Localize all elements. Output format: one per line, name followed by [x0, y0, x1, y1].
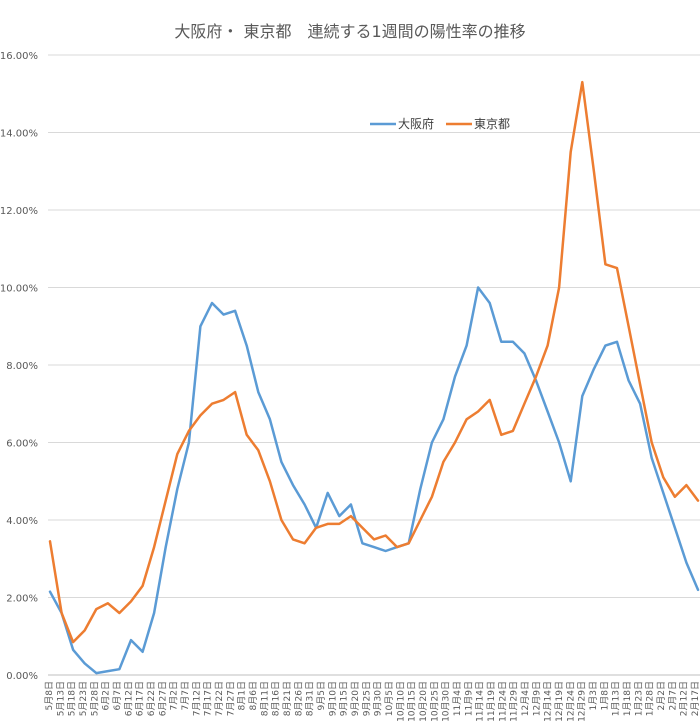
x-tick-label: 9月10日 — [327, 681, 338, 716]
x-tick-label: 5月28日 — [89, 681, 100, 716]
x-tick-label: 10月20日 — [418, 681, 429, 722]
x-tick-label: 9月20日 — [350, 681, 361, 716]
x-tick-label: 12月4日 — [520, 681, 531, 716]
x-tick-label: 5月23日 — [78, 681, 89, 716]
y-tick-label: 2.00% — [6, 594, 38, 605]
x-tick-label: 11月14日 — [475, 681, 486, 722]
x-tick-label: 8月1日 — [237, 681, 248, 710]
legend-label: 東京都 — [474, 117, 510, 131]
x-tick-label: 12月29日 — [577, 681, 588, 722]
x-tick-label: 6月27日 — [157, 681, 168, 716]
y-tick-label: 10.00% — [0, 284, 38, 295]
x-tick-label: 7月17日 — [203, 681, 214, 716]
y-tick-label: 6.00% — [6, 439, 38, 450]
y-tick-label: 0.00% — [6, 671, 38, 682]
x-tick-label: 5月13日 — [55, 681, 66, 716]
y-tick-label: 8.00% — [6, 361, 38, 372]
x-tick-label: 7月27日 — [225, 681, 236, 716]
x-tick-label: 11月29日 — [509, 681, 520, 722]
x-tick-label: 10月5日 — [384, 681, 395, 716]
x-tick-label: 10月15日 — [407, 681, 418, 722]
x-tick-label: 11月4日 — [452, 681, 463, 716]
x-tick-label: 5月8日 — [44, 681, 55, 710]
x-tick-label: 11月24日 — [497, 681, 508, 722]
series-line — [48, 80, 700, 644]
x-tick-label: 6月7日 — [112, 681, 123, 710]
x-tick-label: 10月25日 — [429, 681, 440, 722]
x-tick-label: 8月26日 — [293, 681, 304, 716]
x-tick-label: 1月18日 — [622, 681, 633, 716]
legend-label: 大阪府 — [398, 116, 434, 131]
x-tick-label: 2月7日 — [667, 681, 678, 710]
x-tick-label: 6月17日 — [135, 681, 146, 716]
x-tick-label: 5月18日 — [67, 681, 78, 716]
series-line — [48, 286, 700, 675]
x-tick-label: 2月12日 — [679, 681, 690, 716]
x-tick-label: 1月8日 — [599, 681, 610, 710]
chart-title: 大阪府・ 東京都 連続する1週間の陽性率の推移 — [174, 22, 526, 41]
x-tick-label: 1月13日 — [611, 681, 622, 716]
x-tick-label: 10月10日 — [395, 681, 406, 722]
x-tick-label: 6月2日 — [101, 681, 112, 710]
x-tick-label: 11月19日 — [486, 681, 497, 722]
x-tick-label: 6月22日 — [146, 681, 157, 716]
x-tick-label: 8月31日 — [305, 681, 316, 716]
x-tick-label: 1月3日 — [588, 681, 599, 710]
x-tick-label: 2月2日 — [656, 681, 667, 710]
y-tick-label: 14.00% — [0, 129, 38, 140]
x-tick-label: 1月28日 — [645, 681, 656, 716]
x-tick-label: 9月15日 — [339, 681, 350, 716]
x-tick-label: 11月9日 — [463, 681, 474, 716]
x-tick-label: 12月24日 — [565, 681, 576, 722]
x-tick-label: 12月9日 — [531, 681, 542, 716]
y-tick-label: 12.00% — [0, 206, 38, 217]
x-tick-label: 12月14日 — [543, 681, 554, 722]
x-tick-label: 8月11日 — [259, 681, 270, 716]
x-tick-label: 6月12日 — [123, 681, 134, 716]
x-tick-label: 2月17日 — [690, 681, 700, 716]
x-tick-label: 8月16日 — [271, 681, 282, 716]
x-tick-label: 9月25日 — [361, 681, 372, 716]
x-tick-label: 7月2日 — [169, 681, 180, 710]
x-tick-label: 7月12日 — [191, 681, 202, 716]
x-tick-label: 8月21日 — [282, 681, 293, 716]
x-tick-label: 7月22日 — [214, 681, 225, 716]
y-tick-label: 4.00% — [6, 516, 38, 527]
x-tick-label: 9月30日 — [373, 681, 384, 716]
x-tick-label: 1月23日 — [633, 681, 644, 716]
x-tick-label: 10月30日 — [441, 681, 452, 722]
x-tick-label: 9月5日 — [316, 681, 327, 710]
x-tick-label: 12月19日 — [554, 681, 565, 722]
x-tick-label: 7月7日 — [180, 681, 191, 710]
y-tick-label: 16.00% — [0, 51, 38, 62]
x-tick-label: 8月6日 — [248, 681, 259, 710]
